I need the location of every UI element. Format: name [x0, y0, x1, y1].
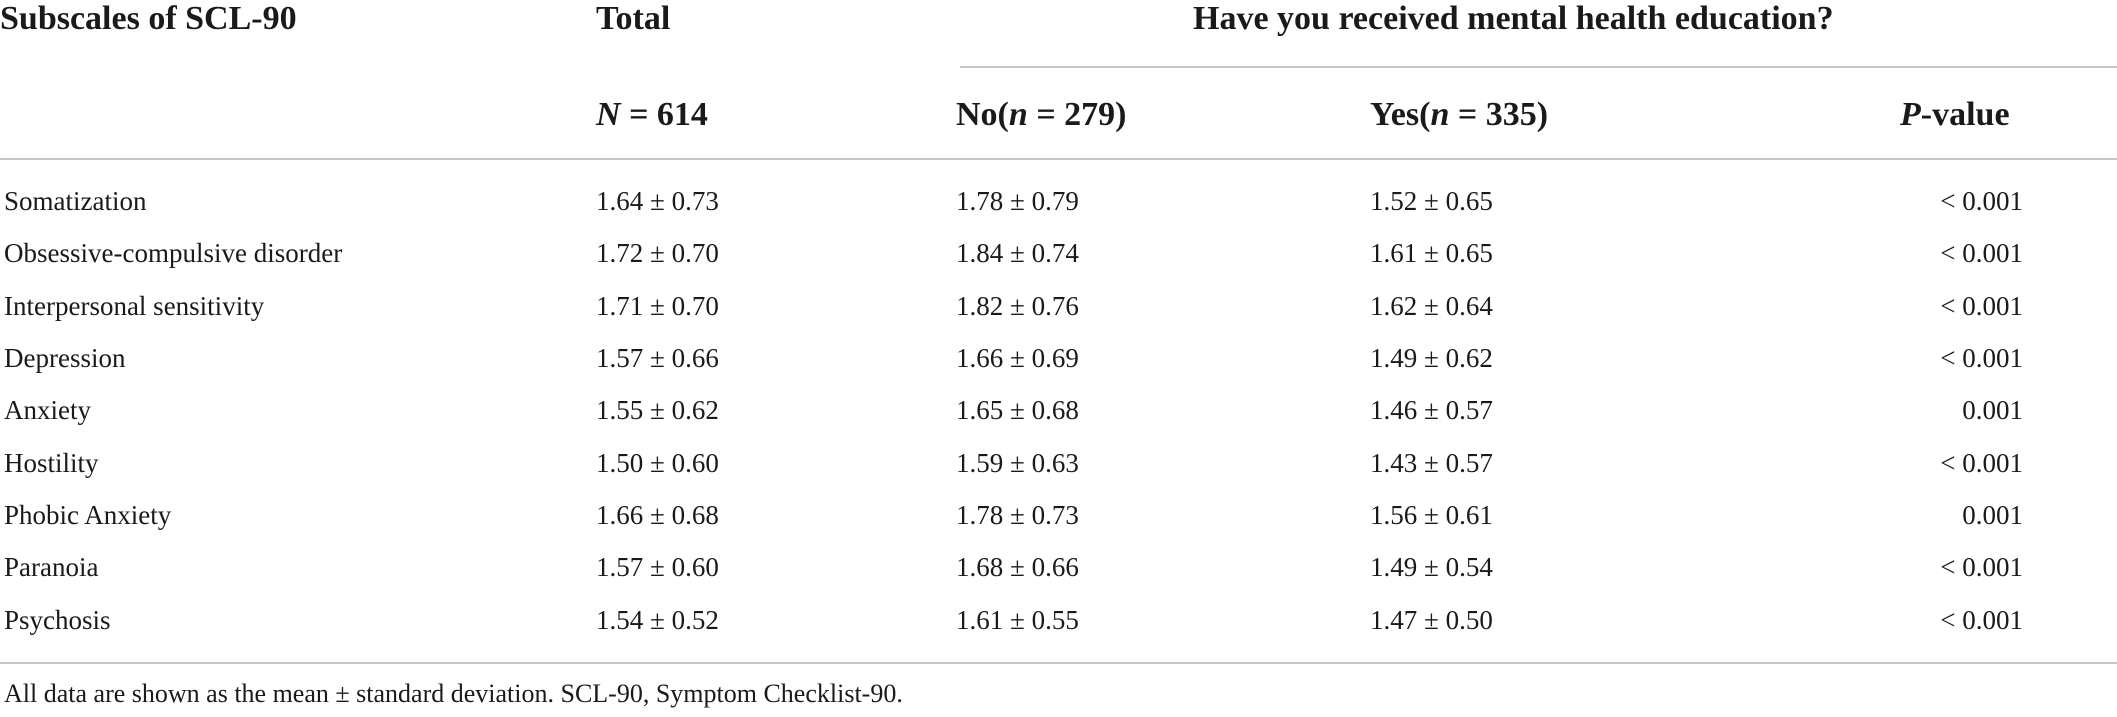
row-name: Obsessive-compulsive disorder [4, 238, 343, 268]
row-yes: 1.43 ± 0.57 [1370, 448, 1493, 478]
header-total-n-rest: = 614 [620, 96, 708, 133]
row-no: 1.68 ± 0.66 [956, 552, 1079, 582]
header-no-label: No( [956, 96, 1009, 133]
row-no: 1.66 ± 0.69 [956, 343, 1079, 373]
row-total: 1.72 ± 0.70 [596, 238, 719, 268]
header-total-n: N = 614 [596, 96, 708, 134]
row-p: < 0.001 [1940, 552, 2023, 582]
row-name: Anxiety [4, 395, 91, 425]
row-p: < 0.001 [1940, 186, 2023, 216]
row-p: 0.001 [1962, 395, 2023, 425]
row-no: 1.65 ± 0.68 [956, 395, 1079, 425]
row-p: < 0.001 [1940, 291, 2023, 321]
row-p: < 0.001 [1940, 448, 2023, 478]
header-yes-n-rest: = 335) [1449, 96, 1549, 133]
header-total: Total [596, 0, 671, 37]
row-yes: 1.61 ± 0.65 [1370, 238, 1493, 268]
header-no-n-rest: = 279) [1027, 96, 1127, 133]
footnote: All data are shown as the mean ± standar… [4, 679, 903, 708]
row-name: Depression [4, 343, 126, 373]
header-p-italic: P [1900, 96, 1921, 133]
header-yes-label: Yes( [1370, 96, 1431, 133]
row-total: 1.66 ± 0.68 [596, 500, 719, 530]
row-no: 1.82 ± 0.76 [956, 291, 1079, 321]
header-group: Have you received mental health educatio… [1193, 0, 1834, 37]
row-total: 1.54 ± 0.52 [596, 605, 719, 635]
row-no: 1.78 ± 0.79 [956, 186, 1079, 216]
row-name: Interpersonal sensitivity [4, 291, 265, 321]
row-yes: 1.52 ± 0.65 [1370, 186, 1493, 216]
row-p: 0.001 [1962, 500, 2023, 530]
row-yes: 1.49 ± 0.54 [1370, 552, 1493, 582]
row-name: Somatization [4, 186, 147, 216]
row-p: < 0.001 [1940, 238, 2023, 268]
row-total: 1.57 ± 0.60 [596, 552, 719, 582]
header-pvalue: P-value [1900, 96, 2010, 134]
row-yes: 1.62 ± 0.64 [1370, 291, 1493, 321]
row-total: 1.71 ± 0.70 [596, 291, 719, 321]
row-name: Hostility [4, 448, 99, 478]
row-yes: 1.56 ± 0.61 [1370, 500, 1493, 530]
header-rule [0, 158, 2117, 160]
header-no-n-italic: n [1008, 96, 1028, 133]
row-yes: 1.47 ± 0.50 [1370, 605, 1493, 635]
row-no: 1.78 ± 0.73 [956, 500, 1079, 530]
row-total: 1.64 ± 0.73 [596, 186, 719, 216]
row-yes: 1.49 ± 0.62 [1370, 343, 1493, 373]
row-total: 1.50 ± 0.60 [596, 448, 719, 478]
header-no: No(n = 279) [956, 96, 1127, 134]
bottom-rule [0, 662, 2117, 664]
row-name: Psychosis [4, 605, 111, 635]
row-p: < 0.001 [1940, 605, 2023, 635]
header-total-n-italic: N [596, 96, 621, 133]
row-total: 1.57 ± 0.66 [596, 343, 719, 373]
row-no: 1.61 ± 0.55 [956, 605, 1079, 635]
row-name: Phobic Anxiety [4, 500, 172, 530]
header-yes-n-italic: n [1430, 96, 1450, 133]
header-yes: Yes(n = 335) [1370, 96, 1548, 134]
row-total: 1.55 ± 0.62 [596, 395, 719, 425]
row-no: 1.84 ± 0.74 [956, 238, 1079, 268]
header-subscales: Subscales of SCL-90 [0, 0, 297, 37]
row-no: 1.59 ± 0.63 [956, 448, 1079, 478]
group-rule [960, 66, 2117, 68]
row-name: Paranoia [4, 552, 99, 582]
row-yes: 1.46 ± 0.57 [1370, 395, 1493, 425]
header-p-rest: -value [1920, 96, 2010, 133]
row-p: < 0.001 [1940, 343, 2023, 373]
